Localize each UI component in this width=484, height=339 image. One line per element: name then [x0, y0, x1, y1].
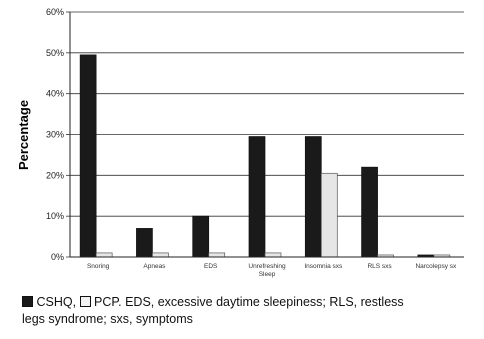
- legend-swatch-cshq: [22, 296, 33, 307]
- bar-cshq-0: [79, 54, 97, 258]
- bar-pcp-2: [208, 252, 226, 258]
- legend-label-cshq: CSHQ,: [36, 295, 77, 309]
- x-tick-label: Narcolepsy sx: [415, 263, 457, 270]
- bar-pcp-4: [320, 172, 338, 258]
- bar-cshq-4: [304, 136, 322, 258]
- x-tick-label: Snoring: [87, 263, 110, 270]
- x-tick-label: Insomnia sxs: [304, 263, 343, 270]
- y-tick-label: 50%: [46, 48, 64, 58]
- x-tick-label: EDS: [204, 263, 218, 270]
- caption-text-line2: legs syndrome; sxs, symptoms: [22, 312, 193, 326]
- y-tick-label: 60%: [46, 7, 64, 17]
- x-axis-labels: Snoring Apneas EDS Unrefreshing Sleep Insomni…: [87, 263, 457, 278]
- bar-cshq-1: [136, 228, 153, 258]
- bar-pcp-3: [264, 252, 282, 258]
- bar-pcp-1: [152, 252, 169, 258]
- legend-caption: CSHQ, PCP. EDS, excessive daytime sleepi…: [22, 294, 480, 328]
- x-tick-label: Apneas: [143, 263, 166, 270]
- x-tick-label: RLS sxs: [367, 263, 392, 270]
- y-tick-label: 40%: [46, 89, 64, 99]
- gridlines: [70, 11, 464, 217]
- bar-pcp-0: [95, 252, 113, 258]
- bars: [79, 54, 451, 258]
- y-tick-label: 30%: [46, 130, 64, 140]
- bar-cshq-2: [192, 215, 210, 258]
- y-tick-label: 0%: [51, 252, 64, 262]
- bar-chart: Percentage 0% 10% 20% 30% 40% 50% 60% Snoring A…: [16, 7, 464, 278]
- bar-cshq-3: [248, 136, 266, 258]
- y-tick-label: 10%: [46, 211, 64, 221]
- x-tick-label: Unrefreshing Sleep: [248, 263, 286, 278]
- y-axis-label: Percentage: [16, 100, 31, 170]
- caption-text-line1: PCP. EDS, excessive daytime sleepiness; …: [94, 295, 404, 309]
- bar-cshq-5: [361, 166, 378, 258]
- y-axis-ticks: 0% 10% 20% 30% 40% 50% 60%: [46, 7, 70, 262]
- legend-swatch-pcp: [79, 296, 91, 307]
- y-tick-label: 20%: [46, 170, 64, 180]
